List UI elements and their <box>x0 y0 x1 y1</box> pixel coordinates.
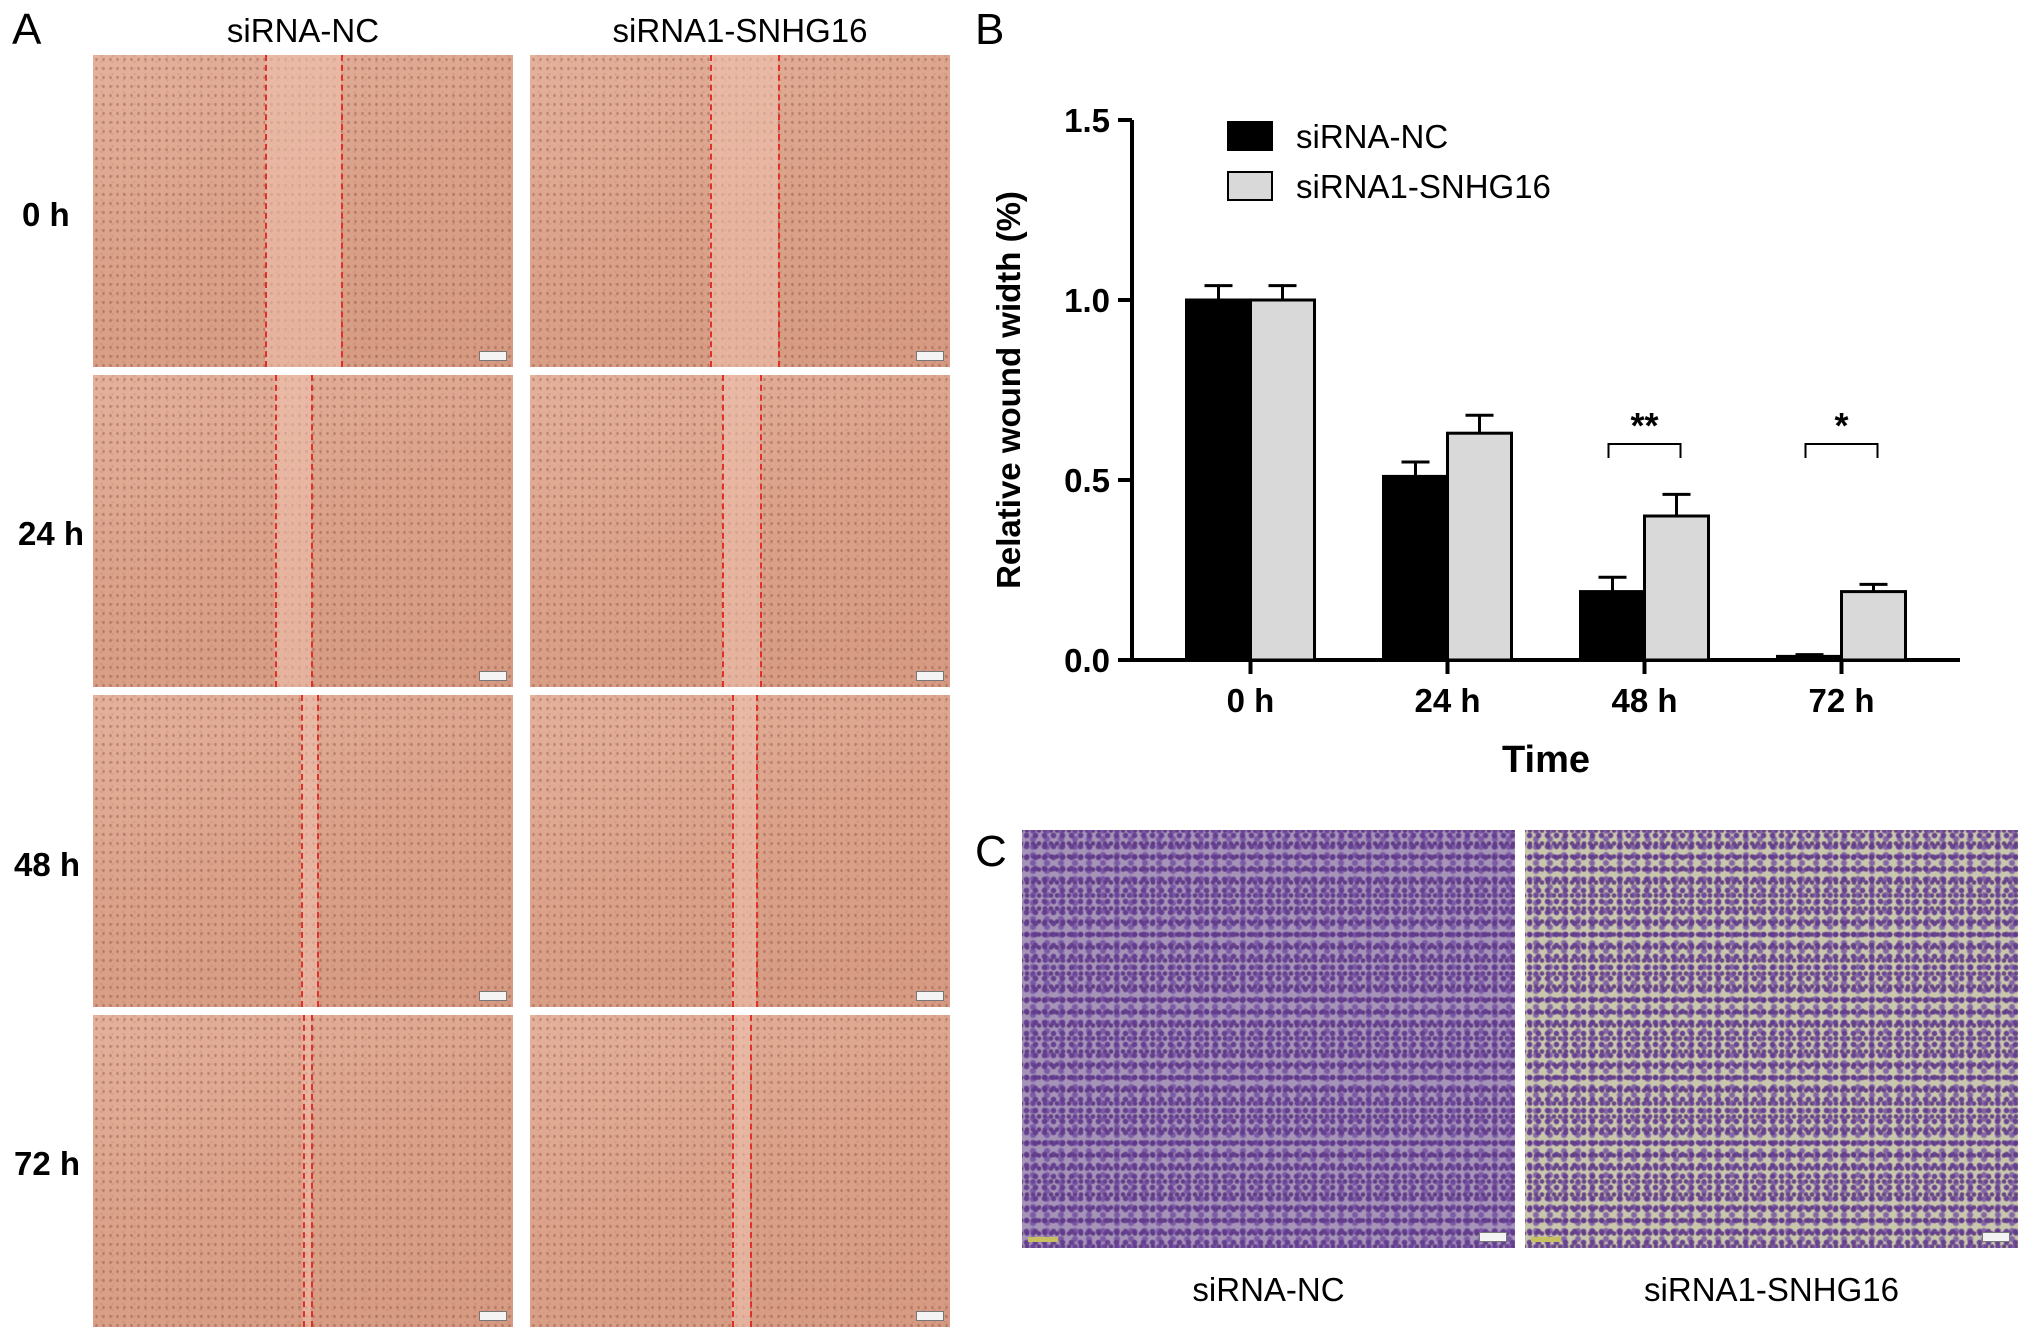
bar-sirna1-snhg16-0h <box>1249 298 1316 662</box>
bar-sirna-nc-0h <box>1185 298 1252 662</box>
panel-c-letter: C <box>975 827 1007 876</box>
wound-width-bar-chart: 0.0 0.5 1.0 1.5 Relative wound width (%) 0 h 2… <box>990 102 1960 781</box>
significance-bracket <box>1804 443 1879 458</box>
y-tick-label: 1.0 <box>1064 282 1110 319</box>
bar-sirna1-snhg16-24h <box>1446 431 1513 662</box>
x-tick-label: 72 h <box>1808 682 1874 719</box>
bar-sirna-nc-48h <box>1579 590 1646 662</box>
y-axis-label: Relative wound width (%) <box>990 191 1027 589</box>
y-tick-label: 0.5 <box>1064 462 1110 499</box>
y-tick-label: 1.5 <box>1064 102 1110 139</box>
wound-image-nc-72h <box>93 1015 513 1327</box>
legend-swatch <box>1227 121 1273 151</box>
panel-a-row-label-24h: 24 h <box>18 515 85 552</box>
significance-stars: ** <box>1630 405 1658 446</box>
panel-a-column-title-snhg16: siRNA1-SNHG16 <box>612 12 868 49</box>
legend-label: siRNA-NC <box>1296 118 1448 155</box>
significance-bracket <box>1607 443 1682 458</box>
panel-c-label-nc: siRNA-NC <box>1192 1271 1345 1308</box>
wound-image-snhg16-0h <box>530 55 950 367</box>
wound-image-nc-0h <box>93 55 513 367</box>
panel-a-row-label-48h: 48 h <box>14 846 81 883</box>
legend-swatch <box>1227 171 1273 201</box>
wound-image-snhg16-48h <box>530 695 950 1007</box>
y-tick-label: 0.0 <box>1064 642 1110 679</box>
panel-a-letter: A <box>12 5 42 54</box>
wound-image-snhg16-72h <box>530 1015 950 1327</box>
x-tick-label: 0 h <box>1227 682 1275 719</box>
wound-image-nc-48h <box>93 695 513 1007</box>
x-tick-label: 48 h <box>1611 682 1677 719</box>
panel-b-letter: B <box>975 5 1005 54</box>
panel-a-row-label-0h: 0 h <box>22 196 70 233</box>
panel-c-label-snhg16: siRNA1-SNHG16 <box>1644 1271 1899 1308</box>
wound-image-nc-24h <box>93 375 513 687</box>
bar-sirna1-snhg16-72h <box>1840 590 1907 662</box>
x-axis-label: Time <box>1502 739 1590 781</box>
bar-sirna1-snhg16-48h <box>1643 514 1710 662</box>
bar-sirna-nc-24h <box>1382 474 1449 662</box>
x-tick-label: 24 h <box>1414 682 1480 719</box>
significance-stars: * <box>1834 405 1848 446</box>
transwell-image-nc <box>1022 830 1515 1248</box>
wound-image-snhg16-24h <box>530 375 950 687</box>
bar-sirna-nc-72h <box>1776 654 1843 662</box>
transwell-image-snhg16 <box>1525 830 2018 1248</box>
panel-a-row-label-72h: 72 h <box>14 1145 81 1182</box>
panel-a-column-title-nc: siRNA-NC <box>226 12 380 49</box>
legend-label: siRNA1-SNHG16 <box>1296 168 1551 205</box>
